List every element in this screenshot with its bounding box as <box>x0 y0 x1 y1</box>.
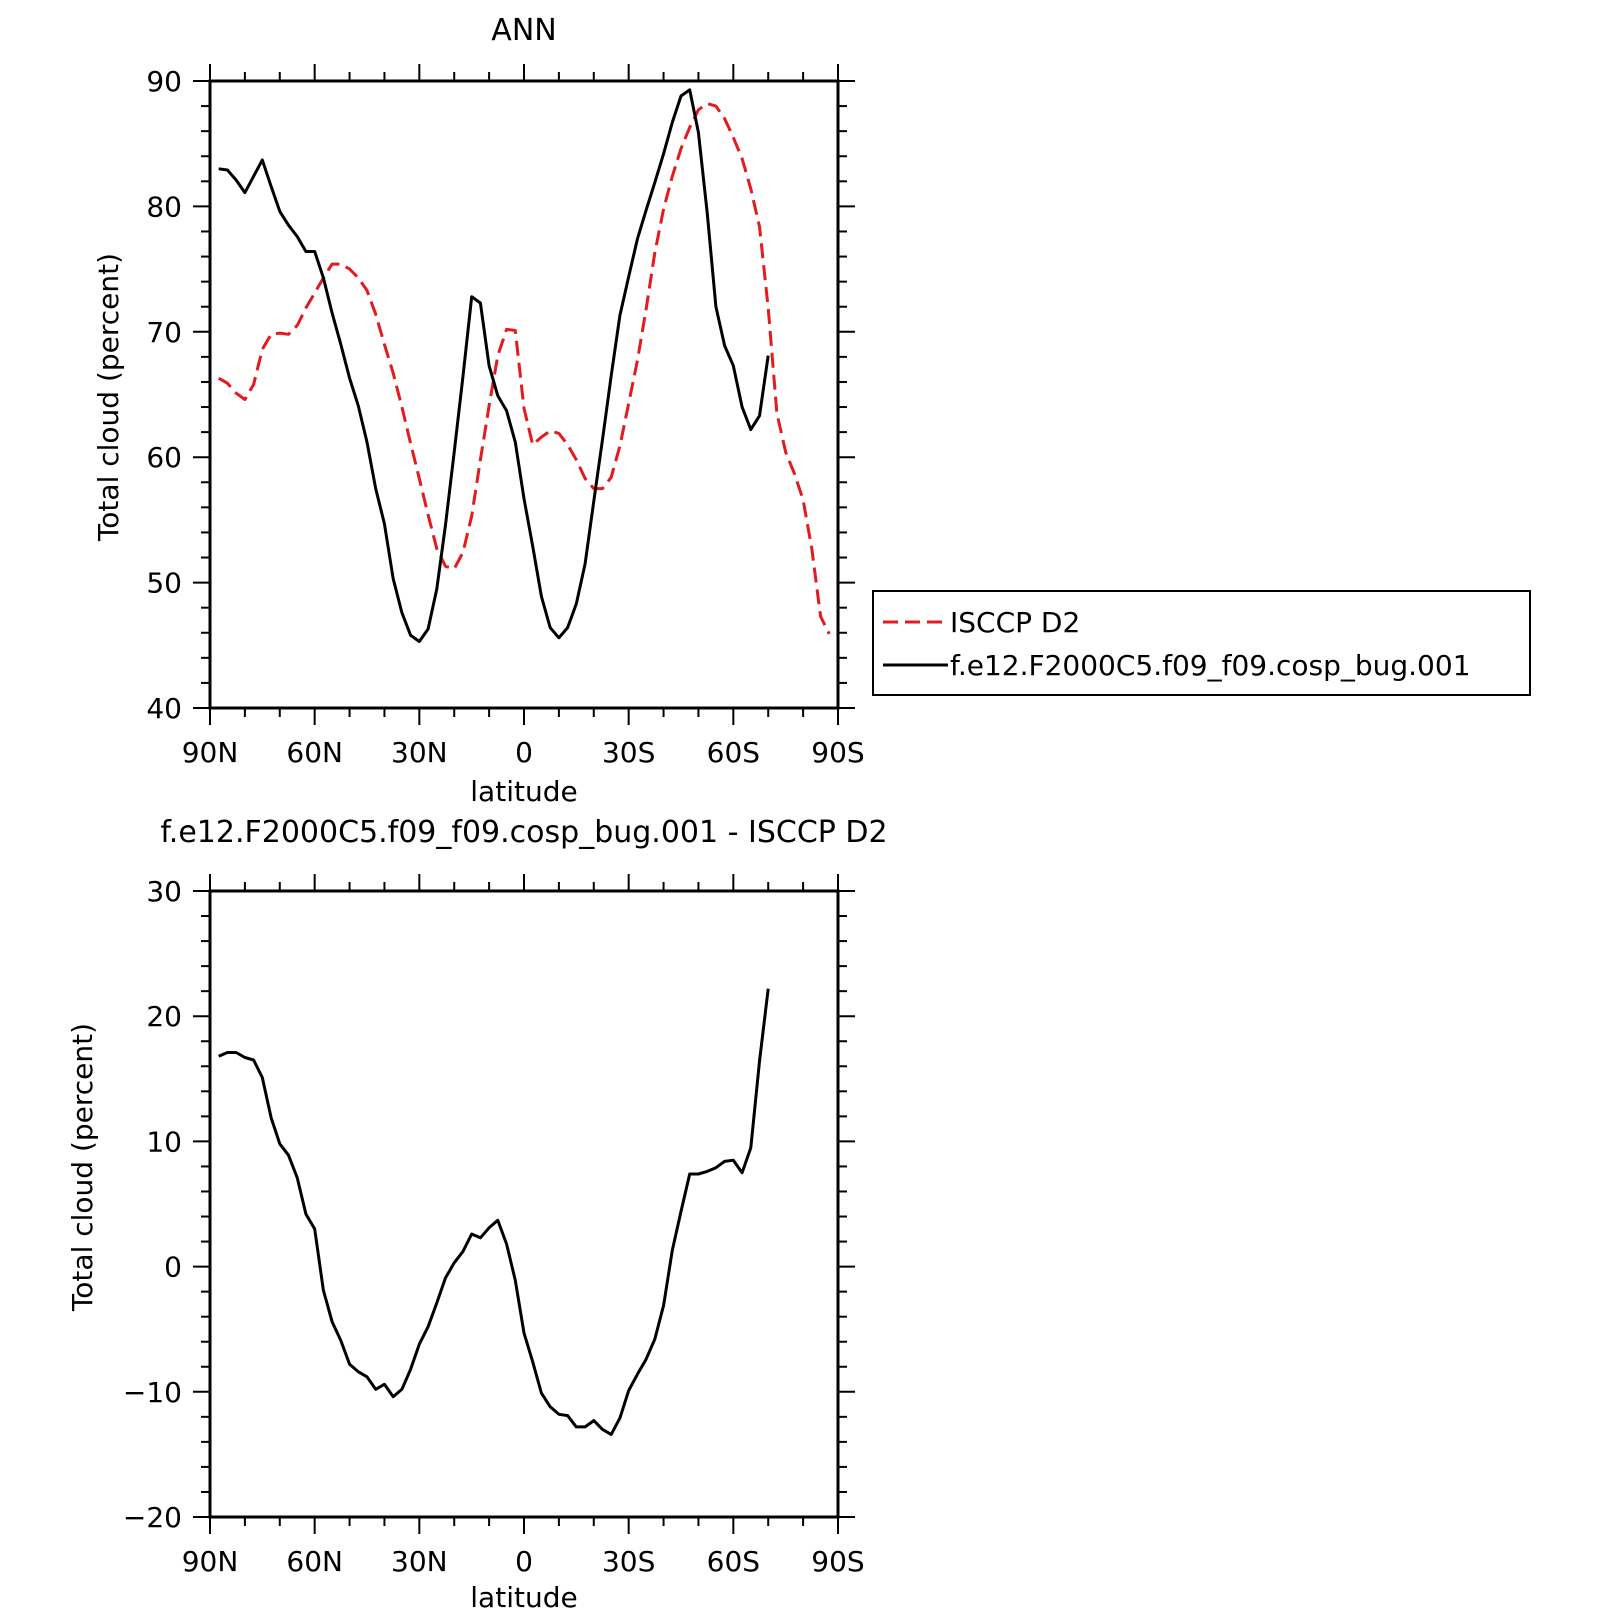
x-tick-label: 30S <box>602 1545 655 1578</box>
x-tick-label: 90N <box>182 736 239 769</box>
legend-box <box>872 590 1531 696</box>
series-layer <box>218 988 770 1436</box>
x-tick-label: 60N <box>286 1545 343 1578</box>
x-tick-label: 60S <box>707 1545 760 1578</box>
plot-frame: 40 50 60 70 80 90 90N 60N 30N 0 30S 60S 90S <box>146 64 865 769</box>
x-tick-label: 90S <box>811 1545 864 1578</box>
y-tick-label: 0 <box>164 1251 182 1284</box>
y-tick-label: 40 <box>146 692 182 725</box>
legend-label-isccp-d2: ISCCP D2 <box>950 606 1080 639</box>
y-tick-label: 70 <box>146 316 182 349</box>
series-layer <box>217 88 831 643</box>
x-tick-label: 90N <box>182 1545 239 1578</box>
chart-title: ANN <box>491 13 556 48</box>
plot-frame: −20 −10 0 10 20 30 90N 60N 30N 0 30S 60S 90S <box>123 874 865 1578</box>
bottom-panel: f.e12.F2000C5.f09_f09.cosp_bug.001 - ISC… <box>66 815 888 1614</box>
y-tick-label: 50 <box>146 567 182 600</box>
plot-border <box>208 79 840 710</box>
y-tick-label: 20 <box>146 1000 182 1033</box>
y-axis-label: Total cloud (percent) <box>66 1023 99 1312</box>
series-line-f-e12-f2000c5-f09-f09-cosp-bug-001 <box>218 88 770 643</box>
x-tick-label: 30N <box>391 1545 448 1578</box>
x-tick-label: 60N <box>286 736 343 769</box>
top-panel: ANN 40 50 60 70 80 90 90N 60N 30N 0 30S 60S 90S Tota… <box>92 13 1531 808</box>
x-tick-label: 30S <box>602 736 655 769</box>
x-axis-label: latitude <box>470 1581 577 1614</box>
legend: ISCCP D2 f.e12.F2000C5.f09_f09.cosp_bug.… <box>872 590 1531 696</box>
legend-label-model: f.e12.F2000C5.f09_f09.cosp_bug.001 <box>950 649 1471 682</box>
series-line-isccp-d2 <box>217 102 831 635</box>
y-tick-label: 90 <box>146 65 182 98</box>
x-tick-label: 0 <box>515 736 533 769</box>
chart-title: f.e12.F2000C5.f09_f09.cosp_bug.001 - ISC… <box>160 815 887 850</box>
x-tick-label: 30N <box>391 736 448 769</box>
x-tick-label: 0 <box>515 1545 533 1578</box>
y-tick-label: 80 <box>146 190 182 223</box>
y-axis-label: Total cloud (percent) <box>92 253 125 542</box>
series-line-difference <box>218 988 770 1436</box>
y-tick-label: 10 <box>146 1125 182 1158</box>
y-tick-label: 30 <box>146 875 182 908</box>
x-axis-label: latitude <box>470 775 577 808</box>
y-tick-label: −20 <box>123 1501 182 1534</box>
x-tick-label: 90S <box>811 736 864 769</box>
y-tick-label: 60 <box>146 441 182 474</box>
y-tick-label: −10 <box>123 1376 182 1409</box>
x-tick-label: 60S <box>707 736 760 769</box>
